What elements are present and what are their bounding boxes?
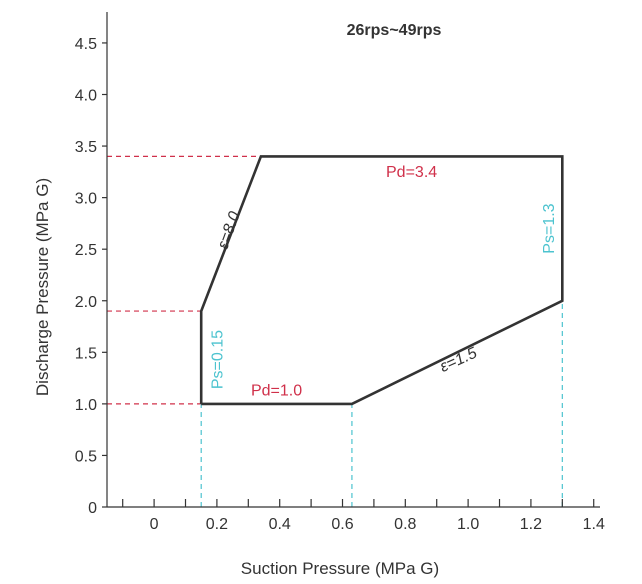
x-tick-label: 0.6	[331, 516, 353, 533]
y-tick-label: 2.5	[75, 242, 97, 259]
y-tick-label: 4.5	[75, 36, 97, 53]
y-tick-label: 4.0	[75, 88, 97, 105]
x-tick-label: 0.8	[394, 516, 416, 533]
y-axis-title: Discharge Pressure (MPa G)	[33, 178, 52, 396]
x-axis-title: Suction Pressure (MPa G)	[241, 559, 439, 578]
annotations: Pd=3.4 Pd=1.0 Ps=1.3 Ps=0.15 ε=8.0 ε=1.5	[210, 164, 558, 400]
annotation-label: Ps=0.15	[210, 330, 227, 389]
annotation-label: Ps=1.3	[541, 203, 558, 253]
y-tick-label: 1.5	[75, 345, 97, 362]
y-tick-label: 0	[88, 500, 97, 517]
annotation-label: Pd=3.4	[386, 164, 437, 181]
y-tick-label: 3.0	[75, 191, 97, 208]
reference-lines	[107, 155, 563, 507]
x-tick-label: 1.4	[583, 516, 605, 533]
x-tick-label: 0	[150, 516, 159, 533]
annotation-label: ε=1.5	[437, 345, 479, 376]
x-tick-label: 0.4	[269, 516, 291, 533]
y-tick-label: 1.0	[75, 397, 97, 414]
envelope-series	[199, 155, 564, 406]
annotation-label: Pd=1.0	[251, 383, 302, 400]
chart-title: 26rps~49rps	[347, 22, 442, 39]
annotation-label: ε=8.0	[215, 209, 244, 251]
x-tick-label: 0.2	[206, 516, 228, 533]
y-tick-label: 3.5	[75, 139, 97, 156]
x-tick-label: 1.2	[520, 516, 542, 533]
axes: 0 0.5 1.0 1.5 2.0 2.5 3.0 3.5 4.0 4.5 0 0.2 0.4 0.6 0.…	[75, 12, 605, 533]
y-tick-label: 0.5	[75, 448, 97, 465]
x-tick-label: 1.0	[457, 516, 479, 533]
envelope-line	[199, 155, 564, 406]
y-tick-label: 2.0	[75, 294, 97, 311]
